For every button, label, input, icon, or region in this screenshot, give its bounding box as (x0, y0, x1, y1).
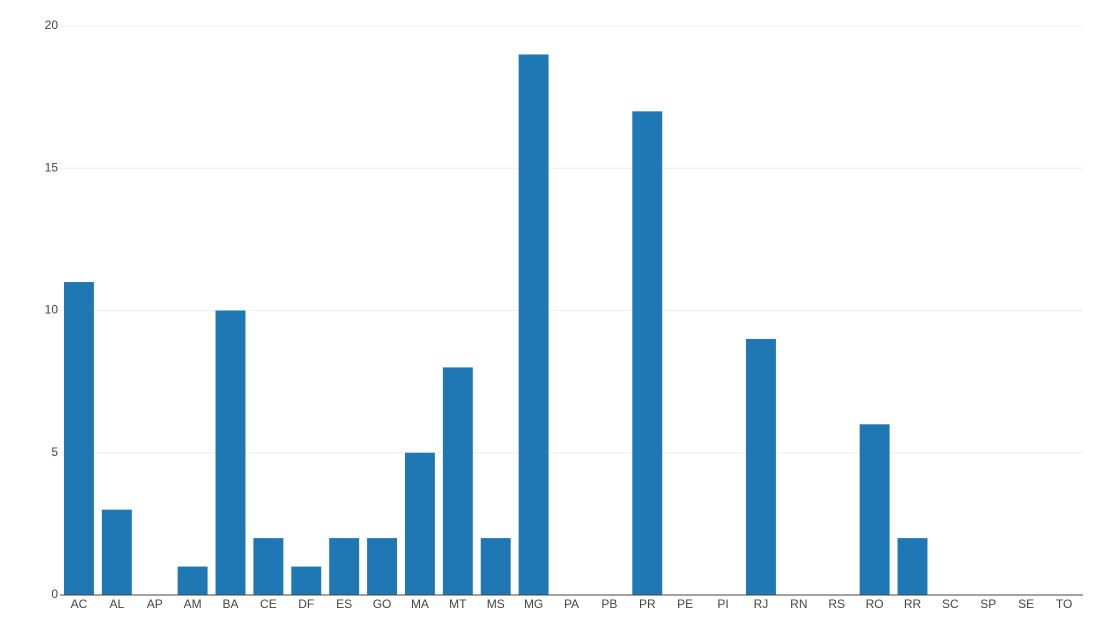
x-tick-label: MA (411, 597, 429, 611)
bar (404, 452, 435, 595)
y-tick-label: 10 (45, 303, 59, 317)
y-tick-label: 20 (45, 18, 59, 32)
bar (101, 509, 132, 595)
y-tick-label: 5 (51, 445, 58, 459)
bar (632, 111, 663, 595)
y-tick-label: 0 (51, 587, 58, 601)
bar (63, 282, 94, 595)
x-tick-label: PR (639, 597, 656, 611)
x-tick-label: RO (866, 597, 884, 611)
bar (442, 367, 473, 595)
bar (177, 566, 208, 595)
x-tick-label: MT (449, 597, 467, 611)
x-tick-label: RJ (754, 597, 769, 611)
x-tick-label: PE (677, 597, 693, 611)
bar (897, 538, 928, 595)
x-tick-label: TO (1056, 597, 1072, 611)
x-tick-label: GO (373, 597, 392, 611)
x-tick-label: ES (336, 597, 352, 611)
x-tick-label: DF (298, 597, 314, 611)
bar (367, 538, 398, 595)
x-tick-label: RS (828, 597, 845, 611)
x-tick-label: AC (71, 597, 88, 611)
x-tick-label: AM (184, 597, 202, 611)
bar (253, 538, 284, 595)
x-tick-label: MS (487, 597, 505, 611)
x-tick-label: PI (717, 597, 728, 611)
bar (329, 538, 360, 595)
bar (745, 338, 776, 595)
x-tick-label: SC (942, 597, 959, 611)
x-tick-label: PA (564, 597, 579, 611)
x-tick-label: RN (790, 597, 807, 611)
bar (291, 566, 322, 595)
x-tick-label: SP (980, 597, 996, 611)
x-tick-label: AL (109, 597, 124, 611)
x-tick-label: CE (260, 597, 277, 611)
bar (215, 310, 246, 595)
x-tick-label: BA (222, 597, 238, 611)
bar (518, 54, 549, 595)
bar (859, 424, 890, 595)
x-tick-label: MG (524, 597, 543, 611)
x-tick-label: PB (601, 597, 617, 611)
x-tick-label: AP (147, 597, 163, 611)
bar (480, 538, 511, 595)
x-tick-label: SE (1018, 597, 1034, 611)
x-tick-label: RR (904, 597, 922, 611)
y-tick-label: 15 (45, 160, 59, 174)
